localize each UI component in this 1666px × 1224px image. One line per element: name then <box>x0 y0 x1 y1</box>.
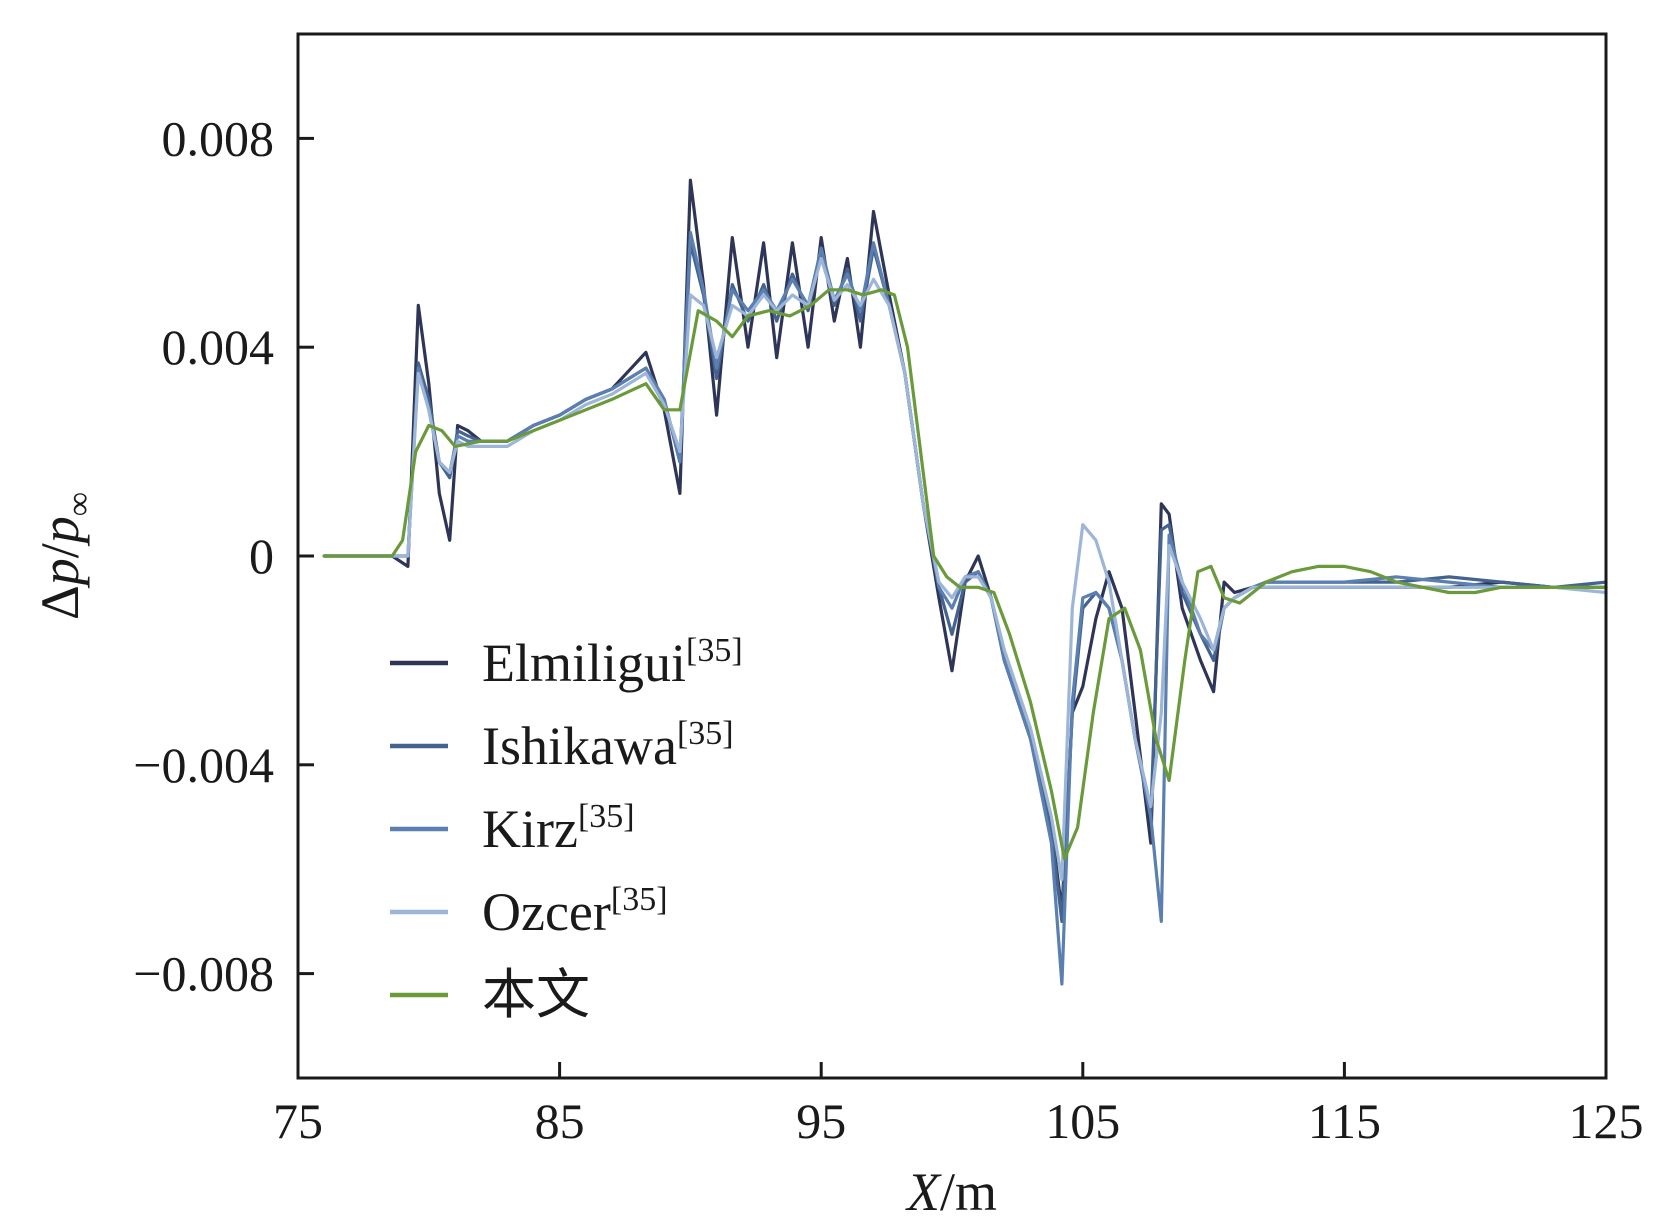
legend-sup: [35] <box>677 715 734 752</box>
series-line-5 <box>322 288 1608 861</box>
legend-name: Ishikawa <box>482 716 677 776</box>
legend-name: Ozcer <box>482 882 611 942</box>
x-axis-var: X <box>905 1162 942 1222</box>
y-tick-label: 0.008 <box>162 110 275 166</box>
x-tick-label: 75 <box>273 1093 323 1149</box>
x-tick-label: 95 <box>796 1093 846 1149</box>
legend-sup: [35] <box>611 881 668 918</box>
legend-label-3: Kirz[35] <box>482 798 635 859</box>
legend-name: Elmiligui <box>482 633 686 693</box>
y-axis-slash: / <box>30 543 90 558</box>
x-axis-title: X/m <box>905 1162 997 1222</box>
y-tick-label: 0.004 <box>162 319 275 375</box>
x-tick-label: 125 <box>1569 1093 1644 1149</box>
legend: Elmiligui[35]Ishikawa[35]Kirz[35]Ozcer[3… <box>390 632 743 1025</box>
x-tick-label: 115 <box>1308 1093 1381 1149</box>
legend-sup: [35] <box>578 798 635 835</box>
legend-name: 本文 <box>482 965 590 1025</box>
x-axis-unit: /m <box>940 1162 997 1222</box>
y-tick-label: −0.008 <box>133 946 274 1002</box>
y-axis-delta: Δ <box>30 585 90 620</box>
legend-name: Kirz <box>482 799 578 859</box>
legend-label-1: Elmiligui[35] <box>482 632 743 693</box>
y-tick-label: 0 <box>249 528 274 584</box>
y-axis-sub: ∞ <box>61 492 98 516</box>
x-tick-label: 105 <box>1045 1093 1120 1149</box>
y-tick-label: −0.004 <box>133 737 274 793</box>
x-tick-label: 85 <box>535 1093 585 1149</box>
y-axis-title: Δp/p∞ <box>30 492 98 620</box>
legend-sup: [35] <box>686 632 743 669</box>
tick-labels-layer: 75 85 95 105 115 125 0.008 0.004 0 −0.004 −0.008 <box>133 110 1643 1149</box>
y-axis-var2: p <box>30 516 90 547</box>
legend-label-2: Ishikawa[35] <box>482 715 734 776</box>
legend-label-4: Ozcer[35] <box>482 881 668 942</box>
y-axis-var1: p <box>30 558 90 589</box>
legend-label-5: 本文 <box>482 965 590 1025</box>
ticks-layer <box>296 136 1608 1078</box>
series-layer <box>322 178 1608 986</box>
